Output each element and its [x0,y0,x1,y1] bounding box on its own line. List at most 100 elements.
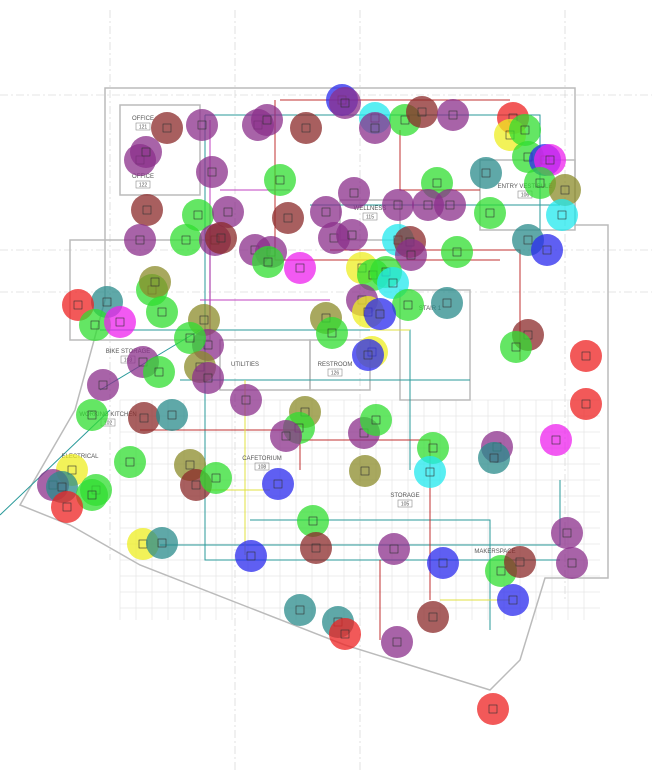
device [87,369,119,401]
device [556,547,588,579]
device [329,618,361,650]
device-marker [262,468,294,500]
device-marker [477,693,509,725]
device [174,322,206,354]
device [146,296,178,328]
device [146,527,178,559]
device-marker [143,356,175,388]
device [251,104,283,136]
device [139,266,171,298]
device [143,356,175,388]
device [546,199,578,231]
device [76,399,108,431]
device-marker [500,331,532,363]
device [300,532,332,564]
device-marker [359,112,391,144]
device-marker [252,246,284,278]
device-marker [200,462,232,494]
device [235,540,267,572]
device [205,222,237,254]
room-name: UTILITIES [231,362,259,368]
device [264,164,296,196]
device [200,462,232,494]
device-marker [87,369,119,401]
room-name: CAFETORIUM [242,456,282,462]
device-marker [114,446,146,478]
device [352,339,384,371]
device [252,246,284,278]
device-marker [272,202,304,234]
device [290,112,322,144]
device-marker [51,491,83,523]
device [170,224,202,256]
device-marker [417,601,449,633]
device [382,189,414,221]
device [192,362,224,394]
device-marker [392,289,424,321]
device-marker [186,109,218,141]
room-number: 105 [401,502,410,508]
device-marker [336,219,368,251]
room-name: STORAGE [390,493,419,499]
device-marker [509,114,541,146]
device [509,114,541,146]
device [414,456,446,488]
device-marker [540,424,572,456]
device [392,289,424,321]
device [114,446,146,478]
device-marker [474,197,506,229]
device-marker [406,96,438,128]
device [381,626,413,658]
device-marker [130,136,162,168]
device-marker [151,112,183,144]
device-marker [128,402,160,434]
device [262,468,294,500]
device [284,252,316,284]
room-number: 115 [366,215,374,221]
device-marker [570,388,602,420]
device-marker [124,224,156,256]
device [474,197,506,229]
device-marker [146,296,178,328]
device-marker [441,236,473,268]
device [329,87,361,119]
device-marker [427,547,459,579]
device-marker [497,584,529,616]
device-marker [531,234,563,266]
device [338,177,370,209]
device [540,424,572,456]
device-marker [434,189,466,221]
device-marker [139,266,171,298]
device [359,112,391,144]
device-marker [146,527,178,559]
device-marker [76,399,108,431]
device-marker [378,533,410,565]
device [551,517,583,549]
device [51,491,83,523]
device-marker [556,547,588,579]
device [131,194,163,226]
device [349,455,381,487]
device-marker [551,517,583,549]
device [406,96,438,128]
device [500,331,532,363]
device-marker [300,532,332,564]
device-marker [329,87,361,119]
room-number: 108 [258,465,267,471]
device [437,99,469,131]
device-marker [338,177,370,209]
device-marker [235,540,267,572]
device [477,693,509,725]
device-marker [504,546,536,578]
device [230,384,262,416]
room-name: OFFICE [132,116,154,122]
device-marker [264,164,296,196]
device-marker [316,317,348,349]
device [427,547,459,579]
device-marker [284,594,316,626]
device-marker [290,112,322,144]
device-marker [360,404,392,436]
device [104,306,136,338]
device [284,594,316,626]
device-marker [546,199,578,231]
